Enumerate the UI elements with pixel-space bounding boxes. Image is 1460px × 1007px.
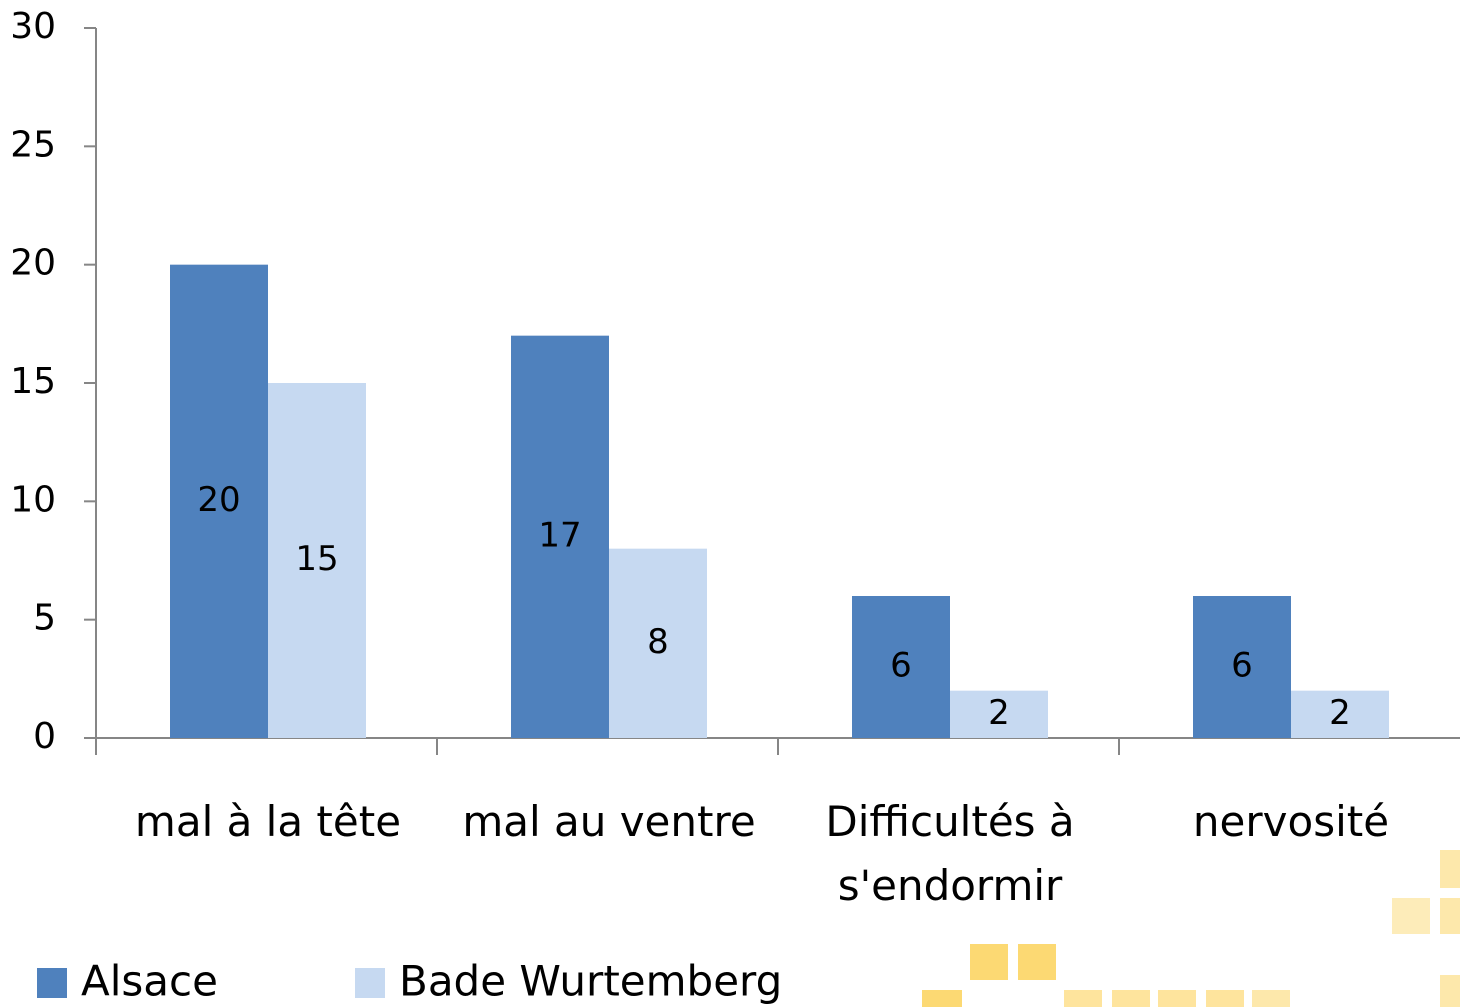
data-label: 2 xyxy=(988,693,1010,733)
data-label: 6 xyxy=(890,646,912,686)
bar xyxy=(609,548,707,738)
data-label: 20 xyxy=(197,480,240,520)
y-tick-label: 10 xyxy=(10,479,56,520)
data-label: 17 xyxy=(538,515,581,555)
y-tick-label: 30 xyxy=(10,6,56,47)
data-label: 15 xyxy=(295,539,338,579)
x-tick-label: nervosité xyxy=(1192,797,1390,846)
bar xyxy=(1193,596,1291,738)
y-tick-label: 5 xyxy=(33,598,56,639)
y-tick-label: 25 xyxy=(10,124,56,165)
legend-swatch xyxy=(37,968,67,998)
bar xyxy=(852,596,950,738)
bar xyxy=(268,383,366,738)
data-label: 6 xyxy=(1231,646,1253,686)
legend-swatch xyxy=(355,968,385,998)
y-tick-label: 0 xyxy=(33,716,56,757)
x-tick-label: mal au ventre xyxy=(462,797,756,846)
bar xyxy=(950,690,1048,738)
legend-label: Bade Wurtemberg xyxy=(399,957,782,1006)
bar xyxy=(170,264,268,738)
decoration xyxy=(922,850,1460,1007)
y-tick-label: 15 xyxy=(10,361,56,402)
y-tick-label: 20 xyxy=(10,243,56,284)
bar xyxy=(1291,690,1389,738)
legend-label: Alsace xyxy=(81,957,218,1006)
data-label: 2 xyxy=(1329,693,1351,733)
x-tick-label: mal à la tête xyxy=(134,797,402,846)
x-tick-label: Difficultés à s'endormir xyxy=(825,797,1075,910)
bar xyxy=(511,335,609,738)
data-label: 8 xyxy=(647,622,669,662)
